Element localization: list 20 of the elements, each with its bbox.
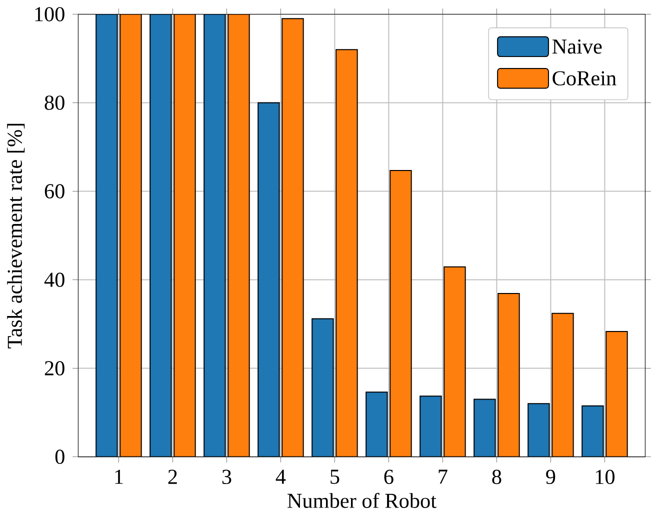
x-tick-label: 4 bbox=[276, 470, 286, 484]
x-tick-label: 7 bbox=[438, 470, 448, 484]
legend-label: CoRein bbox=[552, 71, 616, 86]
x-tick-label: 8 bbox=[492, 470, 502, 484]
x-tick-label: 1 bbox=[115, 470, 123, 484]
x-tick-label: 9 bbox=[546, 470, 556, 484]
x-tick-label: 10 bbox=[596, 470, 615, 484]
y-tick-label: 100 bbox=[35, 7, 64, 22]
y-tick-label: 80 bbox=[44, 96, 64, 110]
y-tick-label: 0 bbox=[55, 450, 64, 464]
x-tick-label: 3 bbox=[222, 470, 232, 484]
y-tick-label: 40 bbox=[44, 272, 64, 287]
y-axis-title: Task achievement rate [%] bbox=[7, 124, 25, 348]
y-tick-label: 20 bbox=[44, 361, 64, 376]
x-tick-label: 2 bbox=[168, 470, 177, 484]
x-tick-label: 5 bbox=[330, 470, 340, 484]
x-tick-label: 6 bbox=[384, 470, 394, 484]
y-tick-label: 60 bbox=[44, 184, 64, 198]
legend-label: Naive bbox=[552, 39, 602, 54]
x-axis-title: Number of Robot bbox=[288, 492, 436, 508]
